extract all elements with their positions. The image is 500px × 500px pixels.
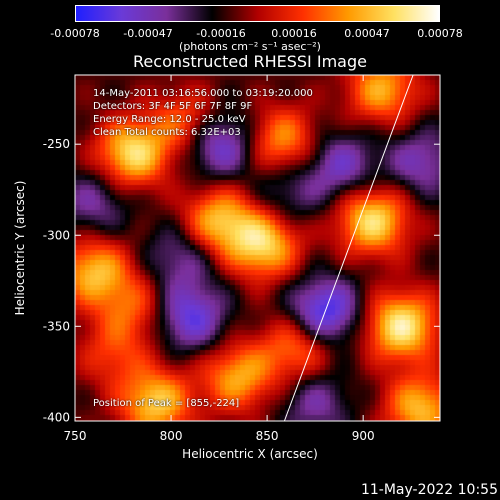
info-time: 14-May-2011 03:16:56.000 to 03:19:20.000 [93,88,313,99]
y-tick-label: -300 [43,228,70,242]
y-tick-label: -350 [43,319,70,333]
colorbar-tick-label: 0.00047 [344,27,390,40]
x-tick-label: 750 [64,429,87,443]
x-tick-label: 850 [256,429,279,443]
info-clean: Clean Total counts: 6.32E+03 [93,127,241,138]
colorbar [75,5,440,22]
colorbar-tick-label: 0.00078 [417,27,463,40]
x-tick-label: 900 [352,429,375,443]
chart-title: Reconstructed RHESSI Image [133,52,367,71]
colorbar-tick-label: 0.00016 [271,27,317,40]
y-tick-label: -250 [43,137,70,151]
y-axis-label: Heliocentric Y (arcsec) [13,180,27,316]
colorbar-tick-label: -0.00047 [123,27,173,40]
info-peak: Position of Peak = [855,-224] [93,398,240,409]
y-tick-label: -400 [43,410,70,424]
info-energy: Energy Range: 12.0 - 25.0 keV [93,114,246,125]
info-detectors: Detectors: 3F 4F 5F 6F 7F 8F 9F [93,101,253,112]
x-axis-label: Heliocentric X (arcsec) [182,447,318,461]
x-tick-label: 800 [160,429,183,443]
colorbar-unit: (photons cm⁻² s⁻¹ asec⁻²) [179,40,321,53]
colorbar-tick-label: -0.00016 [196,27,246,40]
timestamp: 11-May-2022 10:55 [360,482,498,498]
colorbar-tick-label: -0.00078 [50,27,100,40]
